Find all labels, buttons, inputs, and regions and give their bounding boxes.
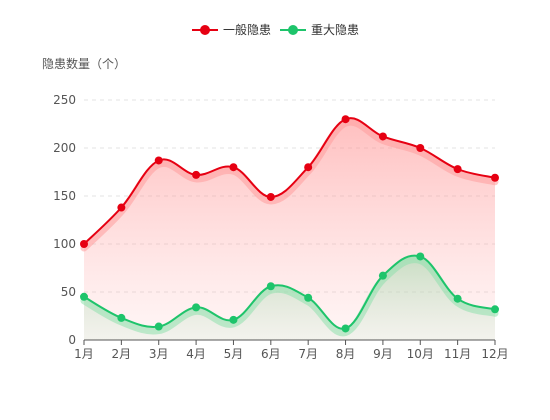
series-1-point-0[interactable]: [80, 292, 88, 301]
series-1-point-8[interactable]: [378, 271, 387, 280]
series-0-point-2[interactable]: [154, 156, 163, 165]
x-tick-label-0: 1月: [74, 347, 94, 361]
series-0-point-7[interactable]: [341, 115, 350, 124]
series-1-point-6[interactable]: [304, 293, 313, 302]
series-1-point-3[interactable]: [192, 303, 201, 312]
series-1-point-4[interactable]: [229, 315, 238, 324]
y-axis-label: 隐患数量（个）: [42, 56, 126, 71]
x-tick-label-5: 6月: [261, 347, 281, 361]
series-0-point-9[interactable]: [416, 144, 425, 152]
series-0-point-11[interactable]: [491, 173, 499, 182]
x-tick-label-4: 5月: [224, 347, 244, 361]
y-tick-label-5: 250: [53, 93, 76, 107]
axes: 0 50 100 150 200 250 1月 2月 3月 4月 5月 6月 7月 8月 9月 10月 11月 1…: [53, 93, 509, 361]
series-1-point-9[interactable]: [416, 252, 425, 261]
series-area-1: [84, 255, 495, 340]
series-shadow-1: [80, 256, 499, 337]
legend-label-1: 重大隐患: [311, 23, 359, 37]
series-shadow-0: [80, 118, 499, 252]
series-1-point-7[interactable]: [341, 324, 350, 333]
x-tick-label-1: 2月: [112, 347, 132, 361]
y-tick-label-0: 0: [68, 333, 76, 347]
y-tick-label-1: 50: [61, 285, 76, 299]
x-tick-label-8: 9月: [373, 347, 393, 361]
x-tick-label-11: 12月: [481, 347, 508, 361]
y-tick-label-4: 200: [53, 141, 76, 155]
y-tick-label-3: 150: [53, 189, 76, 203]
series-1-point-10[interactable]: [453, 294, 462, 303]
series-1-point-1[interactable]: [117, 313, 126, 322]
x-tick-label-3: 4月: [186, 347, 206, 361]
legend-marker-1: [288, 25, 298, 35]
legend-label-0: 一般隐患: [223, 22, 271, 37]
series-0-point-8[interactable]: [378, 132, 387, 141]
x-tick-label-7: 8月: [336, 347, 356, 361]
x-tick-label-2: 3月: [149, 347, 169, 361]
x-tick-label-9: 10月: [407, 347, 434, 361]
x-tick-label-10: 11月: [444, 347, 471, 361]
legend-item-0[interactable]: 一般隐患: [192, 22, 271, 37]
legend-marker-0: [200, 25, 210, 35]
series-areas: [84, 118, 495, 340]
series-0-point-1[interactable]: [117, 203, 126, 212]
series-0-point-10[interactable]: [453, 165, 462, 174]
series-0-point-0[interactable]: [80, 240, 88, 248]
x-tick-label-6: 7月: [298, 347, 318, 361]
series-1-point-5[interactable]: [266, 282, 275, 291]
series-1-point-11[interactable]: [491, 305, 499, 314]
y-tick-label-2: 100: [53, 237, 76, 251]
series-0-point-6[interactable]: [304, 163, 313, 172]
series-points: [80, 115, 499, 333]
series-0-point-3[interactable]: [192, 170, 201, 179]
legend-item-1[interactable]: 重大隐患: [280, 23, 359, 37]
series-1-point-2[interactable]: [154, 322, 163, 331]
series-0-point-4[interactable]: [229, 163, 238, 172]
legend[interactable]: 一般隐患 重大隐患: [192, 22, 359, 37]
series-0-point-5[interactable]: [266, 192, 275, 201]
